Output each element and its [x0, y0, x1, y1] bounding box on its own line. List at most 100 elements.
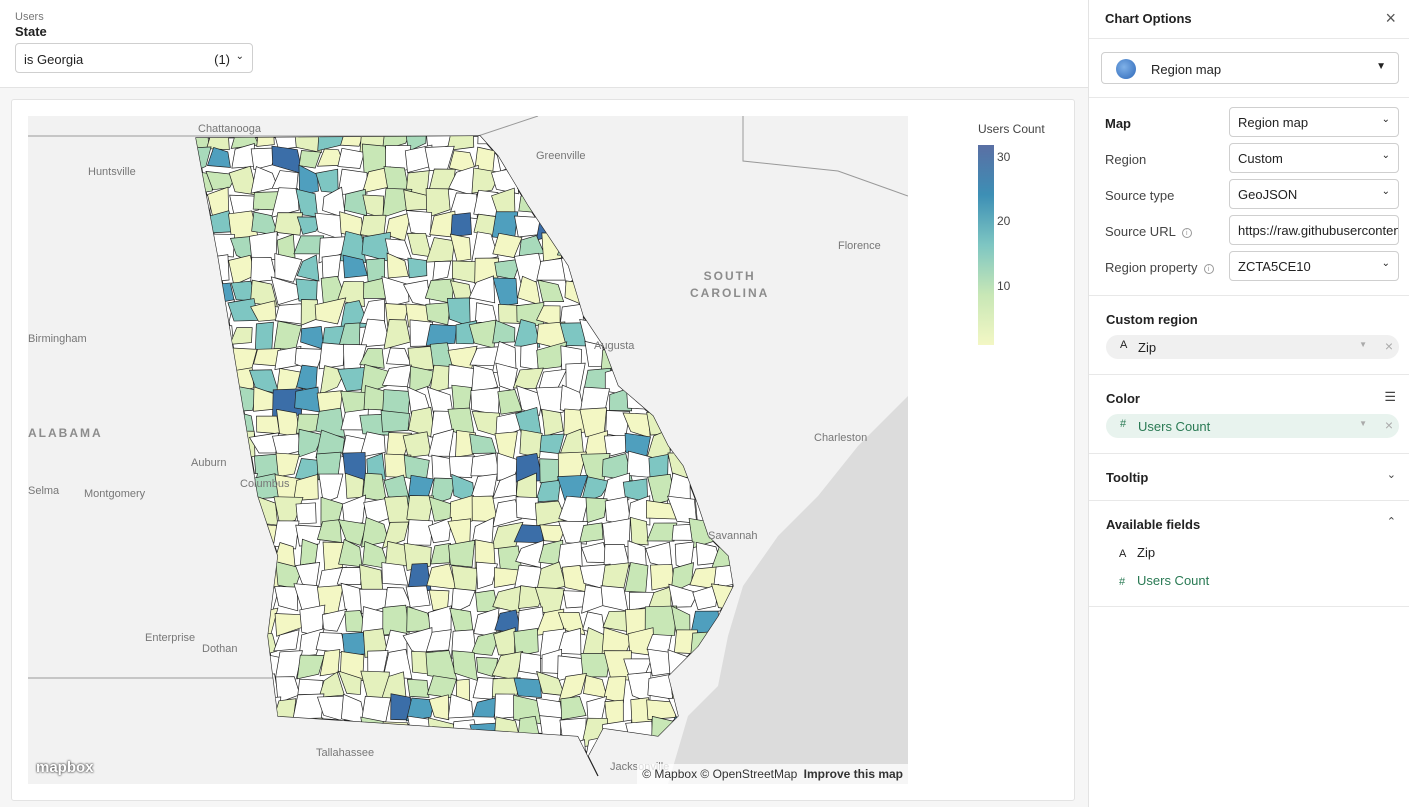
zip-region[interactable] — [425, 629, 452, 652]
zip-region[interactable] — [382, 604, 410, 636]
color-field-pill[interactable]: # Users Count ▼ × — [1106, 414, 1399, 438]
zip-region[interactable] — [272, 520, 300, 550]
custom-region-field-pill[interactable]: A Zip ▼ × — [1106, 335, 1399, 359]
zip-region[interactable] — [602, 518, 631, 548]
zip-region[interactable] — [557, 541, 583, 569]
zip-region[interactable] — [629, 516, 649, 546]
zip-region[interactable] — [341, 632, 366, 656]
zip-region[interactable] — [492, 277, 519, 307]
zip-region[interactable] — [274, 650, 303, 680]
zip-region[interactable] — [339, 230, 367, 263]
zip-region[interactable] — [319, 649, 341, 677]
zip-region[interactable] — [274, 253, 303, 283]
zip-region[interactable] — [536, 341, 568, 370]
zip-region[interactable] — [337, 670, 362, 695]
info-icon[interactable]: i — [1203, 264, 1214, 274]
zip-region[interactable] — [337, 519, 367, 546]
source-type-select[interactable]: GeoJSON ⌄ — [1229, 179, 1399, 209]
zip-region[interactable] — [668, 583, 699, 608]
zip-region[interactable] — [337, 147, 365, 169]
zip-region[interactable] — [206, 146, 231, 168]
zip-region[interactable] — [497, 389, 523, 415]
mapbox-logo[interactable]: mapbox — [36, 759, 94, 776]
zip-region[interactable] — [250, 147, 279, 171]
zip-region[interactable] — [428, 516, 453, 544]
zip-region[interactable] — [430, 542, 451, 565]
zip-region[interactable] — [205, 170, 238, 191]
zip-region[interactable] — [273, 629, 300, 652]
zip-region[interactable] — [535, 386, 567, 417]
zip-region[interactable] — [406, 678, 430, 698]
zip-region[interactable] — [271, 187, 300, 218]
zip-region[interactable] — [425, 650, 458, 681]
region-map[interactable]: Chattanooga Huntsville Greenville Floren… — [28, 116, 908, 784]
zip-region[interactable] — [275, 452, 300, 478]
attribution-text[interactable]: © Mapbox © OpenStreetMap — [642, 767, 798, 781]
zip-region[interactable] — [558, 672, 587, 703]
zip-region[interactable] — [495, 411, 523, 440]
map-type-select[interactable]: Region map ⌄ — [1229, 107, 1399, 137]
zip-region[interactable] — [315, 407, 346, 438]
state-filter-select[interactable]: is Georgia (1) ⌄ — [15, 43, 253, 73]
zip-region[interactable] — [256, 415, 280, 435]
zip-region[interactable] — [248, 231, 278, 261]
caret-down-icon[interactable]: ▼ — [1359, 419, 1367, 428]
zip-region[interactable] — [512, 367, 544, 390]
zip-region[interactable] — [492, 232, 523, 258]
zip-region[interactable] — [692, 583, 720, 611]
region-property-select[interactable]: ZCTA5CE10 ⌄ — [1229, 251, 1399, 281]
zip-region[interactable] — [579, 522, 604, 543]
zip-region[interactable] — [425, 237, 455, 263]
region-select[interactable]: Custom ⌄ — [1229, 143, 1399, 173]
zip-region[interactable] — [381, 276, 410, 308]
zip-region[interactable] — [476, 656, 499, 678]
zip-region[interactable] — [407, 257, 428, 279]
zip-region[interactable] — [450, 212, 472, 238]
remove-icon[interactable]: × — [1384, 338, 1393, 354]
remove-icon[interactable]: × — [1384, 417, 1393, 433]
zip-region[interactable] — [514, 319, 541, 348]
info-icon[interactable]: i — [1181, 228, 1192, 238]
available-field-zip[interactable]: A Zip — [1119, 545, 1155, 560]
zip-region[interactable] — [296, 254, 320, 282]
zip-region[interactable] — [295, 502, 317, 525]
zip-region[interactable] — [381, 562, 409, 586]
zip-region[interactable] — [448, 455, 475, 479]
zip-region[interactable] — [409, 365, 435, 394]
zip-region[interactable] — [297, 678, 324, 696]
zip-region[interactable] — [315, 632, 347, 654]
caret-down-icon[interactable]: ▼ — [1359, 340, 1367, 349]
zip-region[interactable] — [405, 585, 431, 608]
zip-region[interactable] — [359, 431, 386, 458]
zip-region[interactable] — [255, 321, 274, 351]
zip-region[interactable] — [519, 429, 543, 459]
tooltip-section[interactable]: Tooltip ⌄ — [1089, 453, 1409, 500]
zip-region[interactable] — [560, 696, 587, 721]
zip-region[interactable] — [585, 497, 608, 524]
zip-region[interactable] — [603, 434, 632, 458]
zip-region[interactable] — [472, 696, 500, 718]
chevron-up-icon[interactable]: ⌃ — [1386, 516, 1396, 528]
zip-region[interactable] — [448, 539, 476, 568]
available-field-users-count[interactable]: # Users Count — [1119, 573, 1209, 588]
zip-region[interactable] — [274, 212, 303, 236]
zip-region[interactable] — [380, 410, 411, 433]
zip-region[interactable] — [206, 126, 230, 151]
zip-region[interactable] — [425, 302, 451, 326]
zip-region[interactable] — [341, 494, 367, 527]
zip-region[interactable] — [609, 387, 633, 412]
zip-region[interactable] — [336, 567, 363, 585]
zip-region[interactable] — [359, 348, 385, 369]
zip-region[interactable] — [297, 428, 324, 458]
zip-region[interactable] — [298, 164, 319, 197]
zip-region[interactable] — [470, 452, 500, 477]
zip-region[interactable] — [471, 630, 502, 656]
zip-region[interactable] — [298, 150, 322, 169]
zip-region[interactable] — [628, 495, 651, 526]
zip-region[interactable] — [449, 233, 472, 262]
zip-region[interactable] — [382, 648, 413, 679]
zip-region[interactable] — [425, 188, 451, 219]
zip-region[interactable] — [386, 252, 409, 279]
close-icon[interactable]: × — [1385, 8, 1396, 28]
zip-region[interactable] — [229, 327, 253, 345]
